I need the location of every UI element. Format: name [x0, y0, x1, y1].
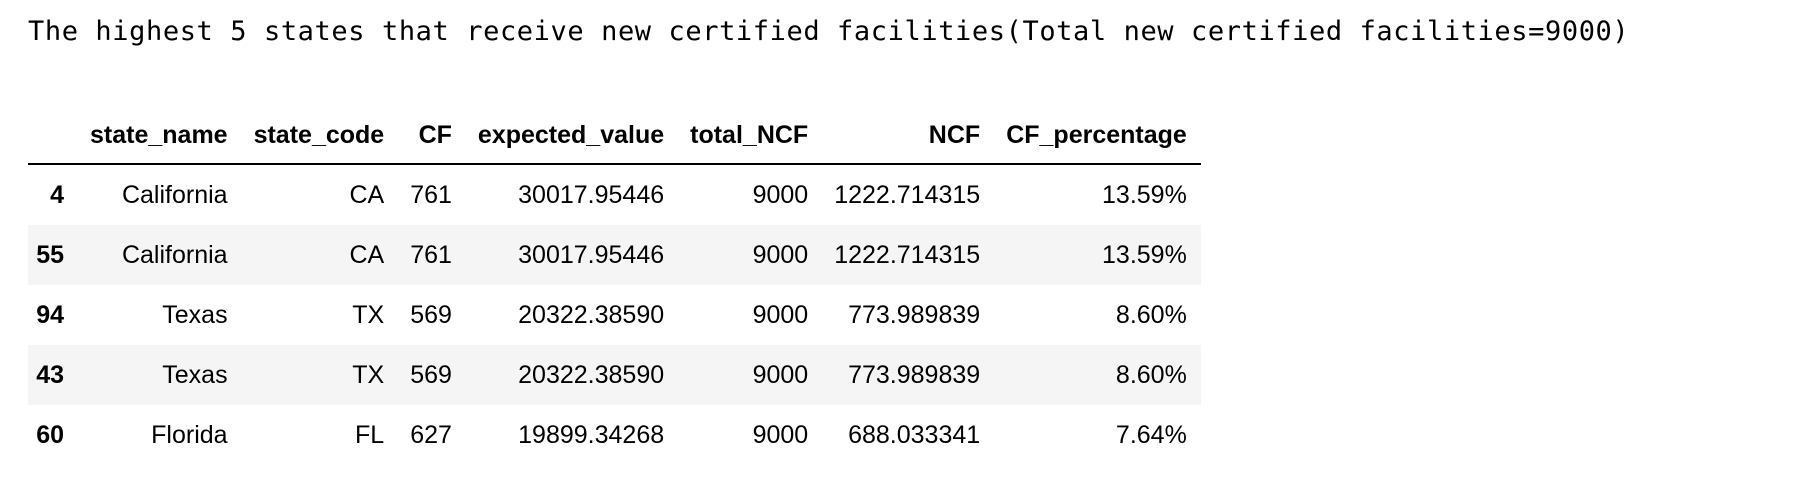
table-row: 4 California CA 761 30017.95446 9000 122… [28, 164, 1201, 225]
cell-expected-value: 30017.95446 [518, 240, 665, 269]
cell-cf-percentage: 7.64% [1115, 420, 1187, 449]
cell-ncf: 688.033341 [848, 420, 981, 449]
row-index: 43 [36, 360, 64, 389]
cell-cf-percentage: 13.59% [1102, 240, 1187, 269]
cell-state-code: TX [352, 360, 385, 389]
cell-cf: 569 [410, 300, 452, 329]
cell-expected-value: 20322.38590 [518, 360, 665, 389]
row-index: 4 [50, 180, 64, 209]
table-row: 55 California CA 761 30017.95446 9000 12… [28, 225, 1201, 285]
cell-cf: 761 [410, 240, 452, 269]
cell-ncf: 1222.714315 [834, 240, 981, 269]
cell-expected-value: 19899.34268 [518, 420, 665, 449]
cell-expected-value: 20322.38590 [518, 300, 665, 329]
cell-cf: 569 [410, 360, 452, 389]
cell-total-ncf: 9000 [752, 420, 809, 449]
header-total-ncf: total_NCF [677, 107, 822, 165]
cell-cf: 761 [410, 180, 452, 209]
header-state-code: state_code [240, 107, 398, 165]
output-title: The highest 5 states that receive new ce… [28, 16, 1630, 47]
cell-cf-percentage: 8.60% [1115, 360, 1187, 389]
cell-total-ncf: 9000 [752, 180, 809, 209]
dataframe-table: state_name state_code CF expected_value … [28, 107, 1201, 465]
header-ncf: NCF [821, 107, 994, 165]
header-row: state_name state_code CF expected_value … [28, 107, 1201, 165]
cell-state-name: California [121, 240, 228, 269]
cell-state-code: TX [352, 300, 385, 329]
cell-ncf: 773.989839 [848, 300, 981, 329]
cell-total-ncf: 9000 [752, 240, 809, 269]
cell-state-code: CA [349, 240, 385, 269]
table-row: 43 Texas TX 569 20322.38590 9000 773.989… [28, 345, 1201, 405]
cell-state-code: FL [355, 420, 385, 449]
table-header: state_name state_code CF expected_value … [28, 107, 1201, 165]
cell-ncf: 1222.714315 [834, 180, 981, 209]
row-index: 94 [36, 300, 64, 329]
cell-state-name: Texas [162, 360, 228, 389]
cell-state-name: Texas [162, 300, 228, 329]
row-index: 60 [36, 420, 64, 449]
header-cf-percentage: CF_percentage [993, 107, 1201, 165]
header-state-name: state_name [77, 107, 241, 165]
cell-expected-value: 30017.95446 [518, 180, 665, 209]
cell-total-ncf: 9000 [752, 300, 809, 329]
header-expected-value: expected_value [464, 107, 678, 165]
table-row: 60 Florida FL 627 19899.34268 9000 688.0… [28, 405, 1201, 465]
cell-total-ncf: 9000 [752, 360, 809, 389]
cell-cf: 627 [410, 420, 452, 449]
cell-state-name: Florida [151, 420, 228, 449]
cell-state-code: CA [349, 180, 385, 209]
cell-state-name: California [121, 180, 228, 209]
table-body: 4 California CA 761 30017.95446 9000 122… [28, 164, 1201, 465]
cell-ncf: 773.989839 [848, 360, 981, 389]
row-index: 55 [36, 240, 64, 269]
header-index [28, 107, 77, 165]
header-cf: CF [397, 107, 465, 165]
cell-cf-percentage: 8.60% [1115, 300, 1187, 329]
cell-cf-percentage: 13.59% [1102, 180, 1187, 209]
table-row: 94 Texas TX 569 20322.38590 9000 773.989… [28, 285, 1201, 345]
